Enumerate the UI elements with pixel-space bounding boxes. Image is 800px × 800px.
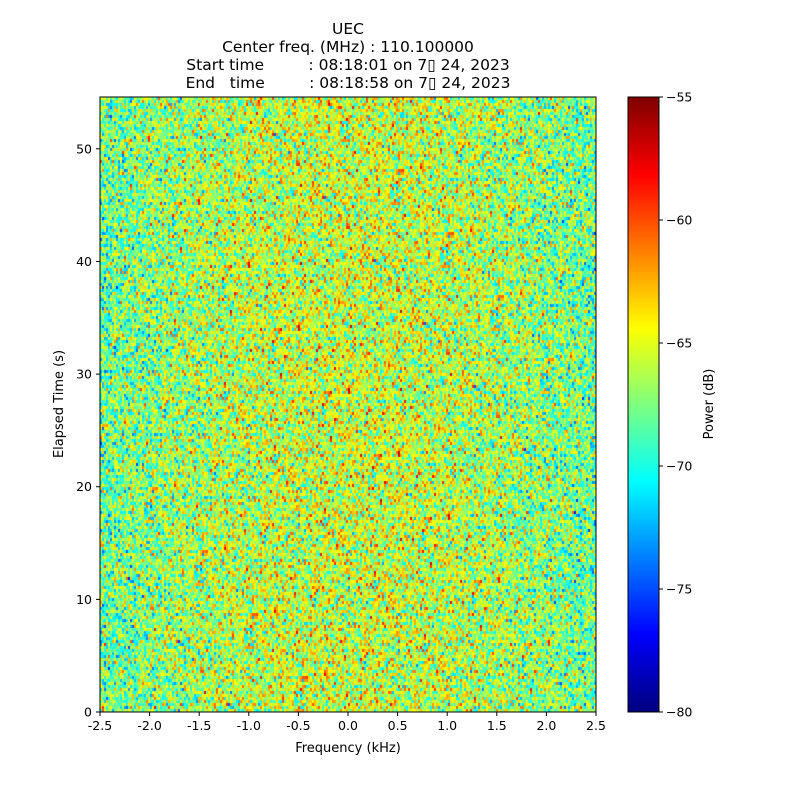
colorbar-tick-label: −60 — [666, 213, 692, 228]
x-tick-label: -2.0 — [137, 718, 161, 733]
colorbar-label: Power (dB) — [702, 369, 717, 440]
colorbar-tick-label: −75 — [666, 582, 692, 597]
colorbar-tick-label: −80 — [666, 705, 692, 720]
y-axis-label: Elapsed Time (s) — [52, 350, 67, 458]
title-line-3: Start time : 08:18:01 on 7▯ 24, 2023 — [186, 56, 510, 74]
title-line-1: UEC — [332, 20, 364, 38]
x-tick-label: 2.5 — [586, 718, 606, 733]
x-tick-label: 0.5 — [388, 718, 408, 733]
colorbar-tick-label: −55 — [666, 90, 692, 105]
x-tick-label: -1.5 — [187, 718, 211, 733]
title-line-2: Center freq. (MHz) : 110.100000 — [222, 38, 474, 56]
y-tick-label: 20 — [76, 479, 92, 494]
y-axis-ticks: 0 10 20 30 40 50 — [76, 141, 100, 720]
y-tick-label: 0 — [84, 705, 92, 720]
colorbar-frame — [627, 96, 660, 713]
title-line-4: End time : 08:18:58 on 7▯ 24, 2023 — [185, 74, 511, 92]
x-tick-label: 0.0 — [338, 718, 358, 733]
spectrogram-heatmap — [100, 97, 596, 712]
y-tick-label: 10 — [76, 592, 92, 607]
x-axis-ticks: -2.5 -2.0 -1.5 -1.0 -0.5 0.0 0.5 1.0 1.5 2.0 2.5 — [88, 712, 606, 733]
colorbar-ticks: −80 −75 −70 −65 −60 −55 — [659, 90, 692, 720]
x-tick-label: 1.0 — [437, 718, 457, 733]
x-tick-label: 2.0 — [536, 718, 556, 733]
x-tick-label: 1.5 — [487, 718, 507, 733]
x-tick-label: -2.5 — [88, 718, 112, 733]
y-tick-label: 30 — [76, 367, 92, 382]
colorbar-tick-label: −70 — [666, 459, 692, 474]
y-tick-label: 50 — [76, 141, 92, 156]
colorbar — [628, 97, 659, 712]
x-tick-label: -1.0 — [237, 718, 261, 733]
colorbar-tick-label: −65 — [666, 336, 692, 351]
y-tick-label: 40 — [76, 254, 92, 269]
x-axis-label: Frequency (kHz) — [295, 741, 401, 756]
x-tick-label: -0.5 — [286, 718, 310, 733]
plot-frame — [99, 96, 597, 713]
